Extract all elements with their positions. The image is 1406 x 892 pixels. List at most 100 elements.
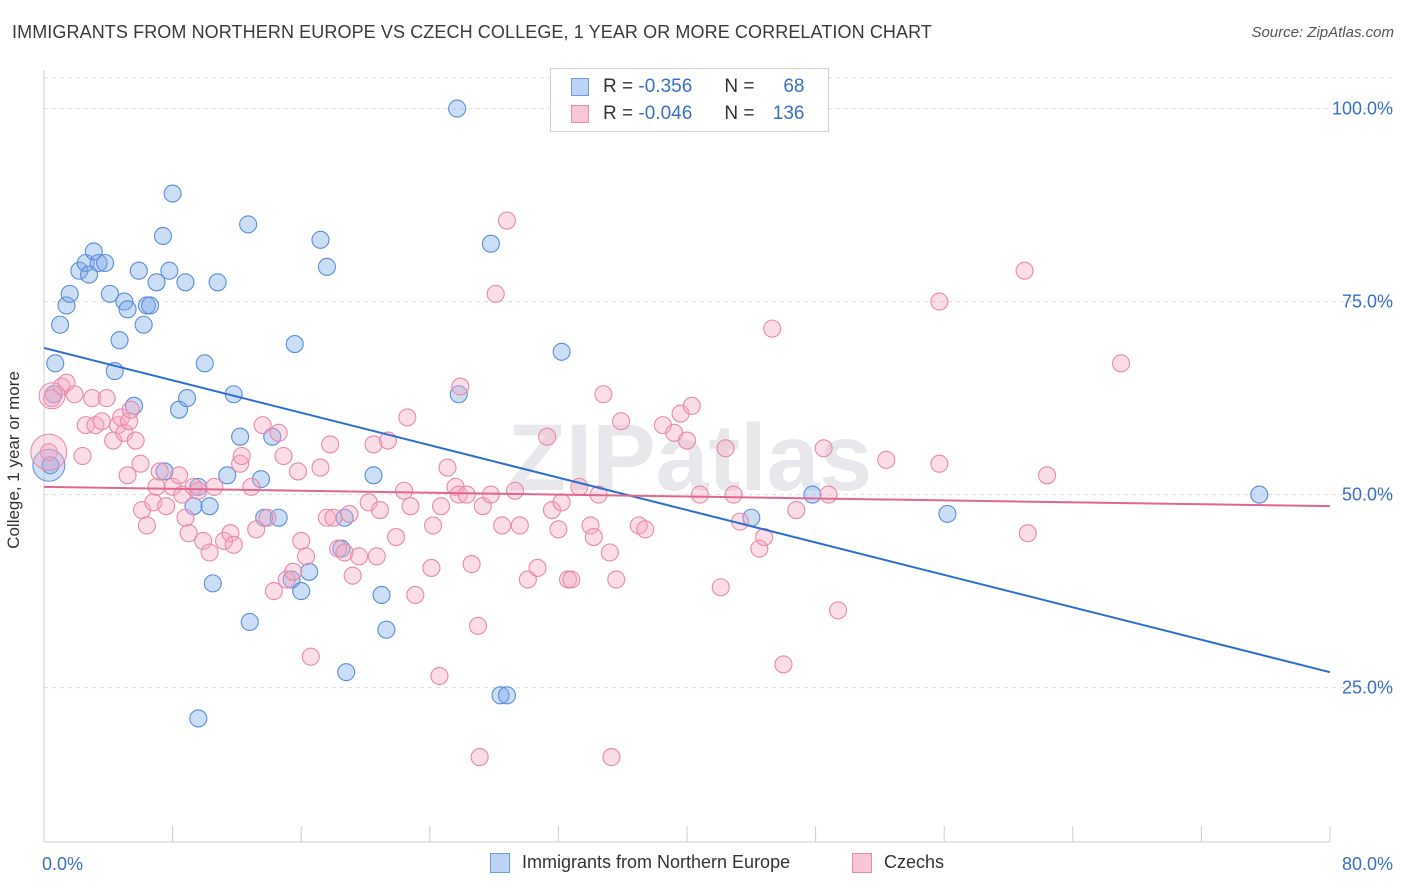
point-czechs xyxy=(430,666,449,686)
point-immigrants xyxy=(231,427,250,446)
point-immigrants xyxy=(285,335,304,354)
point-immigrants xyxy=(57,296,76,315)
x-tick-label: 0.0% xyxy=(42,854,83,874)
point-czechs xyxy=(205,477,224,496)
point-czechs xyxy=(296,547,316,566)
point-immigrants xyxy=(491,686,510,705)
point-czechs xyxy=(451,377,470,396)
point-czechs xyxy=(65,385,84,404)
point-czechs xyxy=(321,435,340,454)
point-czechs xyxy=(528,558,547,577)
point-czechs xyxy=(73,446,92,466)
point-czechs xyxy=(438,458,457,477)
point-czechs xyxy=(406,585,425,605)
point-czechs xyxy=(819,485,838,504)
point-immigrants xyxy=(377,620,396,639)
point-czechs xyxy=(682,396,701,415)
point-immigrants xyxy=(134,315,153,334)
point-czechs xyxy=(594,385,613,404)
y-tick-label: 100.0% xyxy=(1332,99,1393,119)
legend-n-label: N = xyxy=(724,103,755,124)
point-czechs xyxy=(711,578,730,597)
point-czechs xyxy=(581,516,600,535)
point-immigrants xyxy=(189,709,208,728)
source-label: Source: ZipAtlas.com xyxy=(1251,24,1394,41)
point-czechs xyxy=(493,516,512,535)
point-czechs xyxy=(242,477,261,496)
point-czechs xyxy=(1018,524,1037,543)
point-czechs xyxy=(510,516,529,535)
point-immigrants xyxy=(100,284,119,303)
legend-row-czechs: R = -0.046 N = 136 xyxy=(571,102,805,126)
point-czechs xyxy=(486,284,505,303)
point-czechs xyxy=(1038,466,1057,485)
series-czechs-points xyxy=(30,211,1131,767)
point-immigrants xyxy=(153,226,173,246)
point-czechs xyxy=(264,582,283,601)
point-immigrants xyxy=(208,273,227,292)
legend-r-label: R = xyxy=(603,103,634,124)
legend-label-czechs: Czechs xyxy=(884,852,945,872)
point-czechs xyxy=(221,524,240,543)
point-czechs xyxy=(317,508,336,527)
point-czechs xyxy=(131,454,150,473)
point-immigrants xyxy=(84,242,103,261)
point-immigrants xyxy=(178,389,197,408)
point-czechs xyxy=(169,466,189,485)
legend-item-czechs[interactable]: Czechs xyxy=(852,852,944,873)
point-czechs-cluster xyxy=(30,433,68,471)
legend-item-immigrants[interactable]: Immigrants from Northern Europe xyxy=(490,852,790,873)
grid-lines xyxy=(44,77,1392,689)
point-czechs xyxy=(814,439,833,458)
point-czechs xyxy=(350,547,369,566)
point-czechs xyxy=(179,524,198,543)
point-czechs xyxy=(750,539,769,558)
point-immigrants xyxy=(203,574,222,593)
point-czechs xyxy=(343,566,362,585)
point-czechs xyxy=(292,531,311,550)
trend-line-immigrants xyxy=(43,346,1331,674)
point-immigrants xyxy=(282,570,301,589)
point-czechs xyxy=(274,446,293,466)
point-czechs xyxy=(607,570,626,589)
point-immigrants xyxy=(239,215,258,234)
point-immigrants xyxy=(317,257,336,276)
legend-swatch-czechs xyxy=(852,852,872,873)
point-czechs xyxy=(829,601,848,620)
point-czechs xyxy=(470,748,489,767)
point-czechs xyxy=(284,562,303,581)
point-immigrants xyxy=(147,273,166,292)
point-czechs xyxy=(1015,261,1034,280)
point-czechs xyxy=(150,462,169,481)
legend-r-value: -0.046 xyxy=(638,103,693,124)
point-immigrants xyxy=(448,99,467,118)
watermark: ZIPatlas xyxy=(508,405,872,511)
point-immigrants xyxy=(195,354,214,373)
point-czechs xyxy=(763,319,782,338)
point-immigrants xyxy=(803,485,822,504)
point-czechs xyxy=(311,458,330,477)
point-czechs xyxy=(457,485,476,504)
point-czechs xyxy=(562,570,581,589)
point-immigrants-cluster xyxy=(32,448,66,482)
point-czechs xyxy=(612,412,631,431)
point-czechs xyxy=(518,570,537,589)
point-czechs-cluster xyxy=(38,382,66,410)
point-czechs xyxy=(258,508,277,527)
point-immigrants xyxy=(364,466,383,485)
point-czechs xyxy=(126,431,145,450)
point-czechs xyxy=(367,547,386,566)
point-immigrants xyxy=(79,265,99,284)
point-czechs xyxy=(930,454,949,473)
point-czechs xyxy=(97,389,116,408)
point-immigrants xyxy=(46,354,65,373)
point-czechs xyxy=(157,497,176,516)
point-czechs xyxy=(147,477,166,496)
series-legend: Immigrants from Northern Europe Czechs xyxy=(0,852,1406,878)
point-czechs xyxy=(176,508,195,527)
point-immigrants xyxy=(200,497,219,516)
point-czechs xyxy=(231,454,250,473)
point-czechs xyxy=(774,655,793,674)
point-czechs xyxy=(716,439,735,458)
point-immigrants xyxy=(251,470,271,489)
